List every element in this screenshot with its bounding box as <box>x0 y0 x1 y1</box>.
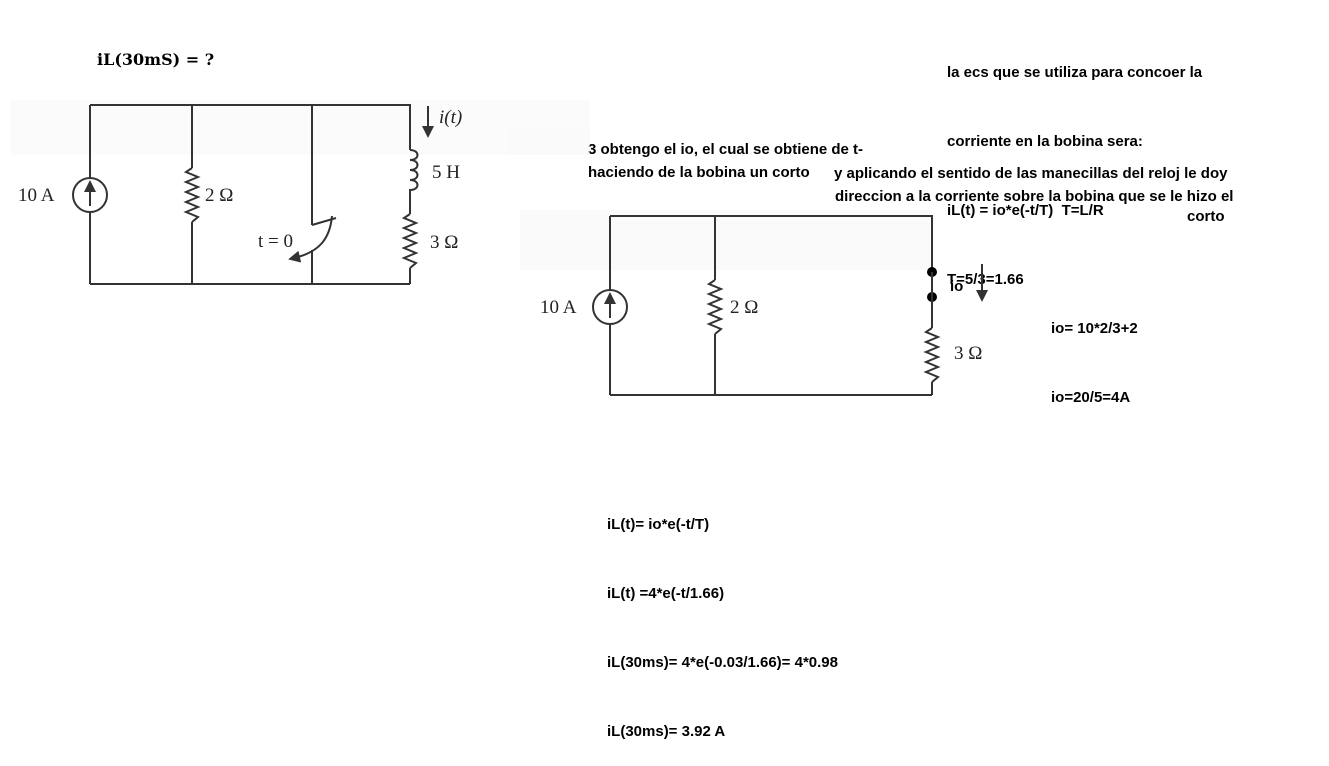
c1-r2-label: 3 Ω <box>430 232 458 253</box>
c1-top-wire <box>90 104 411 150</box>
step3-line3: y aplicando el sentido de las manecillas… <box>834 165 1228 182</box>
step3-line4: direccion a la corriente sobre la bobina… <box>835 188 1234 205</box>
c1-current-label: i(t) <box>439 107 462 128</box>
circuit-1: 10 A 2 Ω t = 0 5 H i(t) 3 Ω <box>18 104 462 285</box>
c1-resistor-1 <box>183 167 201 223</box>
c2-resistor-2 <box>923 327 941 383</box>
step3-line2: haciendo de la bobina un corto <box>588 164 810 181</box>
top-note-line: corriente en la bobina sera: <box>947 133 1143 150</box>
circuit-2: 10 A 2 Ω io 3 Ω <box>540 215 988 396</box>
c1-switch-label: t = 0 <box>258 231 293 252</box>
top-note-line: la ecs que se utiliza para concoer la <box>947 64 1203 81</box>
io-calc: io= 10*2/3+2 io=20/5=4A <box>1051 271 1138 432</box>
result-line: iL(t) =4*e(-t/1.66) <box>607 585 725 602</box>
io-calc-line: io= 10*2/3+2 <box>1051 320 1138 337</box>
result-line: iL(30ms)= 4*e(-0.03/1.66)= 4*0.98 <box>607 654 838 671</box>
c2-resistor-1 <box>706 279 724 335</box>
io-calc-line: io=20/5=4A <box>1051 389 1131 406</box>
c2-r1-label: 2 Ω <box>730 297 758 318</box>
c1-switch-arrow-icon <box>288 215 333 263</box>
c2-top-wire <box>610 215 933 272</box>
c1-r1-label: 2 Ω <box>205 185 233 206</box>
circuit-diagrams: 10 A 2 Ω t = 0 5 H i(t) 3 Ω 10 A <box>10 100 988 396</box>
c2-source-label: 10 A <box>540 297 577 318</box>
question-text: iL(30mS) = ? <box>97 50 215 69</box>
scan-residue <box>10 100 930 270</box>
c1-source-label: 10 A <box>18 185 55 206</box>
top-note-line: T=5/3=1.66 <box>947 271 1024 288</box>
c1-inductor <box>409 149 419 214</box>
top-note-line: iL(t) = io*e(-t/T) T=L/R <box>947 202 1104 219</box>
c2-io-label: io <box>950 278 963 295</box>
result-line: iL(t)= io*e(-t/T) <box>607 516 710 533</box>
c1-resistor-2 <box>401 213 419 269</box>
step3-line1: 3 obtengo el io, el cual se obtiene de t… <box>588 141 864 158</box>
result-line: iL(30ms)= 3.92 A <box>607 723 726 740</box>
c1-inductor-label: 5 H <box>432 162 460 183</box>
top-note: la ecs que se utiliza para concoer la co… <box>947 15 1202 314</box>
step3-line5: corto <box>1187 208 1225 225</box>
c2-r2-label: 3 Ω <box>954 343 982 364</box>
